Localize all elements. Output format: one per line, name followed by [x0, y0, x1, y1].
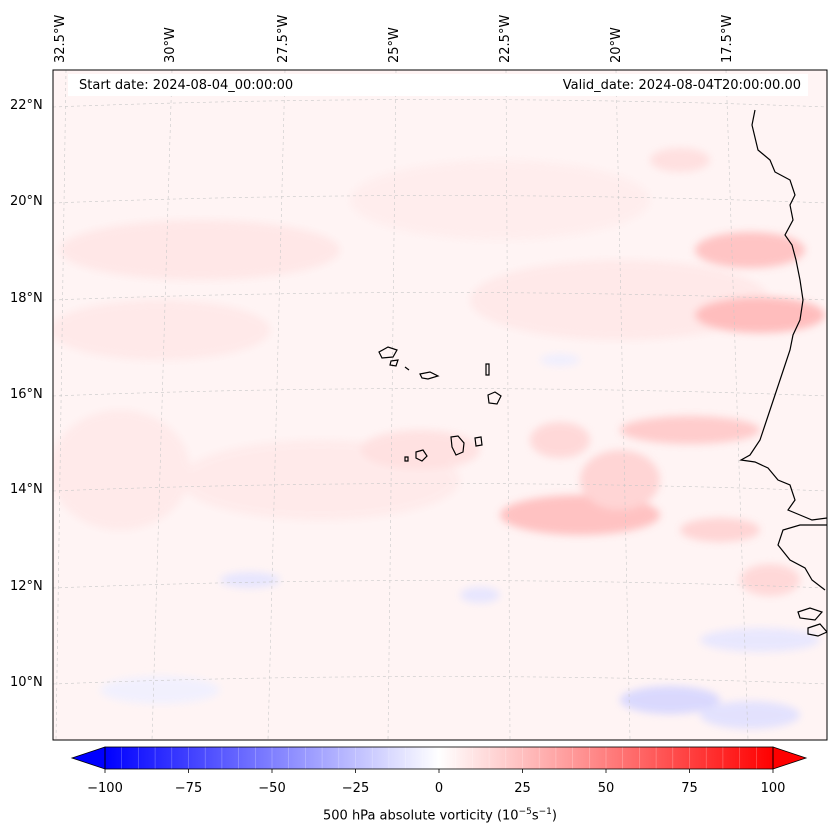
colorbar-label-unit: s [531, 808, 539, 824]
lon-label-20w: 20°W [609, 27, 624, 63]
colorbar [70, 746, 808, 773]
map-frame [52, 69, 828, 741]
valid-date-label: Valid_date: 2024-08-04T20:00:00.00 [562, 78, 801, 93]
colorbar-label-exp1: −5 [518, 807, 532, 817]
lon-label-22-5w: 22.5°W [498, 14, 513, 63]
colorbar-label: 500 hPa absolute vorticity (10−5s−1) [0, 807, 837, 823]
lat-label-14n: 14°N [10, 482, 43, 497]
colorbar-tick: 0 [434, 781, 444, 796]
colorbar-tick: −25 [341, 781, 370, 796]
colorbar-tick: −100 [87, 781, 123, 796]
lat-label-16n: 16°N [10, 387, 43, 402]
colorbar-label-exp2: −1 [538, 807, 552, 817]
vorticity-field [53, 70, 827, 740]
lon-label-30w: 30°W [163, 27, 178, 63]
colorbar-tick: 100 [760, 781, 786, 796]
lon-label-17-5w: 17.5°W [720, 14, 735, 63]
lat-label-20n: 20°N [10, 194, 43, 209]
colorbar-label-end: ) [551, 808, 557, 824]
colorbar-extend-max [772, 746, 808, 770]
lat-label-18n: 18°N [10, 291, 43, 306]
colorbar-label-main: 500 hPa absolute vorticity (10 [323, 808, 519, 824]
lon-label-25w: 25°W [387, 27, 402, 63]
colorbar-tick: −50 [258, 781, 286, 796]
lon-label-27-5w: 27.5°W [276, 14, 291, 63]
lon-label-32-5w: 32.5°W [53, 14, 68, 63]
lat-label-22n: 22°N [10, 98, 43, 113]
coastline [739, 109, 827, 637]
colorbar-tick: 50 [597, 781, 615, 796]
start-date-label: Start date: 2024-08-04_00:00:00 [79, 78, 294, 93]
colorbar-tick: −75 [174, 781, 203, 796]
colorbar-tick: 25 [514, 781, 531, 796]
graticule [53, 70, 827, 740]
colorbar-extend-min [70, 746, 106, 770]
cape-verde-islands [378, 346, 502, 462]
lat-label-12n: 12°N [10, 579, 43, 594]
colorbar-tick: 75 [681, 781, 698, 796]
lat-label-10n: 10°N [10, 675, 43, 690]
